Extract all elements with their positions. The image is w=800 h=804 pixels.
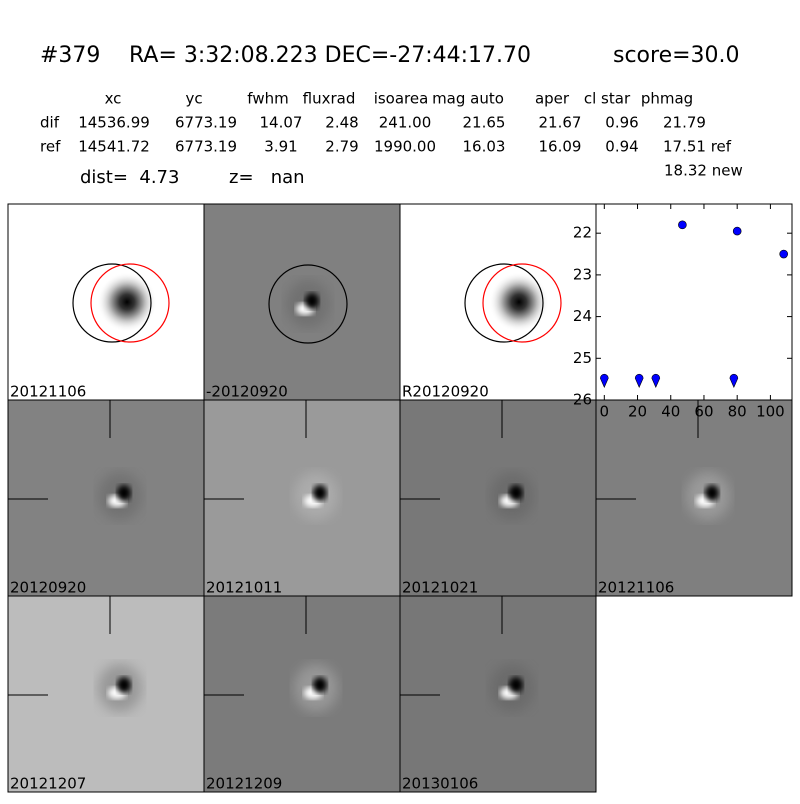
table-cell: 14541.72 bbox=[78, 138, 150, 156]
upper-limit bbox=[651, 373, 661, 388]
table-cell: 17.51 ref bbox=[663, 138, 732, 156]
panel-label: 20120920 bbox=[10, 579, 86, 597]
upper-limit bbox=[600, 373, 609, 388]
x-tick-label: 80 bbox=[728, 403, 747, 421]
panels: 20121106 -20120920 R20120920 20120920 201210… bbox=[7, 203, 793, 793]
dipole-black bbox=[509, 485, 523, 501]
upper-limit bbox=[634, 373, 644, 388]
table-cell: 21.79 bbox=[663, 114, 706, 132]
table-cell: 2.79 bbox=[325, 138, 358, 156]
score: score=30.0 bbox=[613, 43, 740, 68]
table-cell: 6773.19 bbox=[175, 114, 237, 132]
aperture-circle bbox=[268, 264, 348, 344]
table-cell: 21.65 bbox=[463, 114, 506, 132]
image-panel: R20120920 bbox=[399, 203, 597, 401]
y-tick-label: 22 bbox=[573, 224, 592, 242]
image-panel: 20121011 bbox=[203, 399, 401, 597]
row-label: dif bbox=[40, 114, 60, 132]
panel-label: R20120920 bbox=[402, 383, 489, 401]
table-cell: 3.91 bbox=[264, 138, 297, 156]
image-panel: 20121106 bbox=[595, 399, 793, 597]
dipole-black bbox=[117, 485, 131, 501]
table-cell: 6773.19 bbox=[175, 138, 237, 156]
column-header: aper bbox=[535, 90, 570, 108]
panel-label: 20121106 bbox=[598, 579, 674, 597]
table-cell: 21.67 bbox=[539, 114, 582, 132]
column-header: mag auto bbox=[432, 90, 504, 108]
new-mag: 18.32 new bbox=[664, 162, 743, 180]
dipole-black bbox=[705, 485, 719, 501]
image-panel: 20130106 bbox=[399, 595, 597, 793]
dipole-black bbox=[313, 485, 327, 501]
column-header: fwhm bbox=[247, 90, 288, 108]
column-header: phmag bbox=[641, 90, 693, 108]
table-cell: 14536.99 bbox=[78, 114, 150, 132]
object-id: #379 bbox=[40, 43, 100, 68]
source-blob bbox=[97, 272, 157, 332]
panel-label: 20121207 bbox=[10, 775, 86, 793]
panel-frame bbox=[399, 595, 597, 793]
coordinates: RA= 3:32:08.223 DEC=-27:44:17.70 bbox=[129, 43, 531, 68]
image-panel: -20120920 bbox=[203, 203, 401, 401]
x-tick-label: 20 bbox=[628, 403, 647, 421]
dipole-black bbox=[509, 677, 523, 693]
column-header: isoarea bbox=[374, 90, 429, 108]
image-panel: 20120920 bbox=[7, 399, 205, 597]
panel-label: 20121106 bbox=[10, 383, 86, 401]
table-cell: 14.07 bbox=[260, 114, 303, 132]
detection bbox=[732, 226, 742, 236]
dipole-black bbox=[313, 677, 327, 693]
panel-label: -20120920 bbox=[206, 383, 288, 401]
y-tick-label: 26 bbox=[573, 391, 592, 409]
aperture-circle bbox=[72, 263, 152, 343]
plot-area bbox=[596, 204, 792, 400]
dipole-black bbox=[305, 293, 319, 309]
source-blob bbox=[489, 272, 549, 332]
aperture-circle bbox=[482, 263, 562, 343]
detection bbox=[678, 220, 687, 230]
detection bbox=[779, 249, 788, 259]
column-header: xc bbox=[105, 90, 122, 108]
table-cell: 0.96 bbox=[605, 114, 638, 132]
aperture-circle bbox=[464, 263, 544, 343]
table-cell: 16.09 bbox=[539, 138, 582, 156]
image-panel: 20121209 bbox=[203, 595, 401, 793]
dipole-black bbox=[117, 677, 131, 693]
upper-limit bbox=[729, 373, 739, 388]
x-tick-label: 60 bbox=[694, 403, 713, 421]
distance: dist= 4.73 bbox=[80, 167, 179, 188]
panel-label: 20121011 bbox=[206, 579, 282, 597]
x-tick-label: 100 bbox=[756, 403, 785, 421]
table-cell: 0.94 bbox=[605, 138, 638, 156]
image-panel: 20121207 bbox=[7, 595, 205, 793]
y-tick-label: 23 bbox=[573, 265, 592, 283]
panel-label: 20121021 bbox=[402, 579, 478, 597]
y-tick-label: 24 bbox=[573, 307, 592, 325]
column-header: yc bbox=[185, 90, 202, 108]
image-panel: 20121106 bbox=[7, 203, 205, 401]
redshift: z= nan bbox=[229, 167, 305, 188]
y-tick-label: 25 bbox=[573, 349, 592, 367]
table-cell: 1990.00 bbox=[374, 138, 436, 156]
table-cell: 2.48 bbox=[325, 114, 358, 132]
panel-label: 20130106 bbox=[402, 775, 478, 793]
aperture-circle bbox=[90, 263, 170, 343]
column-header: cl star bbox=[584, 90, 631, 108]
table-cell: 241.00 bbox=[379, 114, 432, 132]
x-tick-label: 0 bbox=[600, 403, 610, 421]
image-panel: 20121021 bbox=[399, 399, 597, 597]
row-label: ref bbox=[40, 138, 61, 156]
panel-label: 20121209 bbox=[206, 775, 282, 793]
plot-frame bbox=[595, 203, 793, 401]
table-cell: 16.03 bbox=[463, 138, 506, 156]
x-tick-label: 40 bbox=[661, 403, 680, 421]
column-header: fluxrad bbox=[303, 90, 356, 108]
